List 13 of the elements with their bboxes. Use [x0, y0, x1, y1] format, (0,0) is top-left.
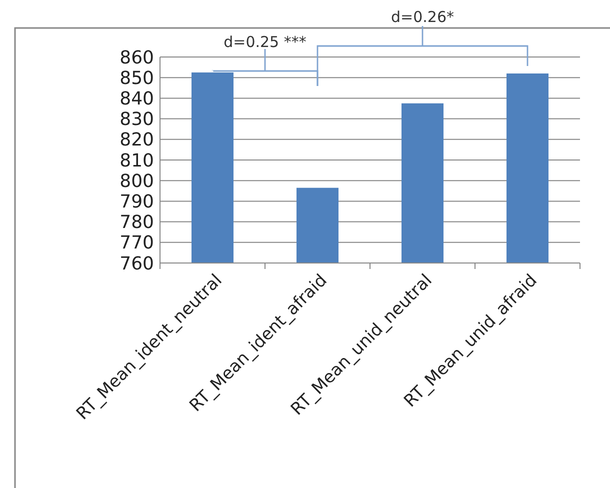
y-tick-label: 830 [120, 109, 154, 130]
y-tick-label: 810 [120, 150, 154, 172]
text: d=0.25 *** [224, 33, 307, 51]
y-tick-label: 850 [120, 68, 154, 89]
y-tick-label: 800 [120, 170, 154, 192]
y-tick-label: 780 [120, 212, 154, 234]
text: d=0.26* [391, 8, 454, 26]
y-tick-label: 790 [120, 192, 154, 212]
y-tick-label: 820 [120, 130, 154, 151]
y-tick-label: 840 [120, 88, 154, 110]
y-tick-label: 760 [120, 253, 154, 274]
y-tick-label: 770 [120, 232, 154, 254]
y-tick-label: 860 [120, 47, 154, 68]
